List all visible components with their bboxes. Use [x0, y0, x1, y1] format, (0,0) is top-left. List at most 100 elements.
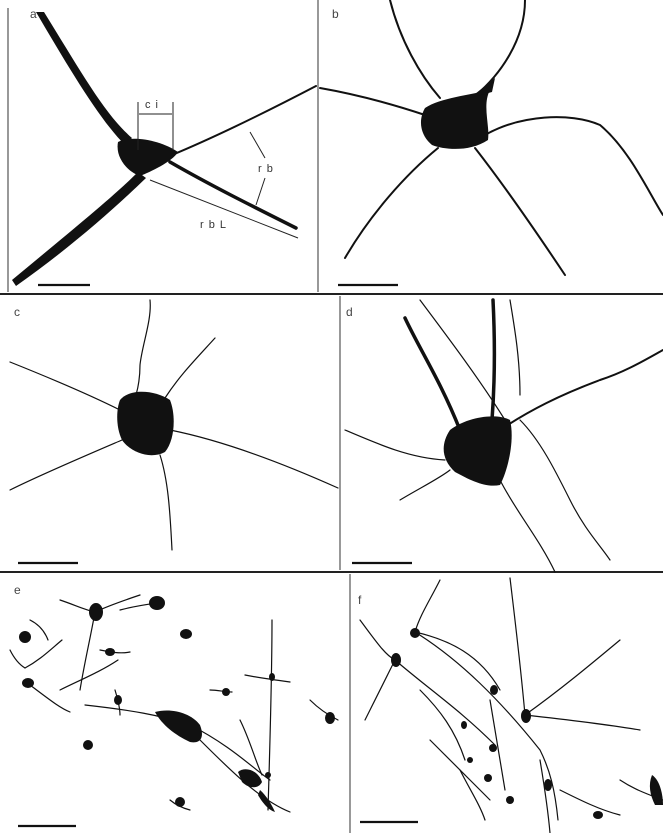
process-d-thick-top — [490, 298, 497, 422]
process-e-12 — [309, 699, 339, 721]
soma-f-3 — [490, 685, 498, 695]
soma-e-16 — [258, 790, 275, 812]
process-c-top — [135, 299, 151, 396]
process-b-upper-right — [474, 0, 526, 97]
process-f-9 — [414, 631, 559, 821]
soma-e-7 — [222, 688, 230, 696]
process-d-thick-left — [403, 316, 462, 432]
process-f-2 — [359, 619, 396, 661]
process-f-15 — [459, 769, 486, 821]
process-e-16 — [29, 619, 49, 641]
soma-e-9 — [114, 695, 122, 705]
soma-e-15 — [175, 797, 185, 807]
soma-f-4 — [521, 709, 531, 723]
soma-f-7 — [467, 757, 473, 763]
rbl-label: r b L — [200, 219, 227, 231]
soma-e-11 — [325, 712, 335, 724]
process-e-9 — [99, 649, 131, 654]
soma-e-3 — [19, 631, 31, 643]
soma-e-2 — [149, 596, 165, 610]
panel-a: a c i r b r b L — [12, 7, 317, 287]
panel-e: e — [9, 583, 339, 828]
process-b-lower-right — [474, 147, 566, 276]
soma-e-13 — [238, 769, 262, 788]
process-e-5 — [9, 649, 26, 669]
process-e-15 — [209, 689, 233, 693]
process-c-lower-left — [9, 439, 123, 491]
soma-f-6 — [489, 744, 497, 752]
process-e-8 — [59, 659, 119, 691]
process-e-cross — [244, 674, 291, 683]
process-d-top-fine — [419, 299, 506, 421]
process-f-4 — [394, 659, 496, 746]
soma-b-process-base — [470, 78, 495, 98]
soma-e-5 — [105, 648, 115, 656]
process-b-right — [484, 116, 663, 216]
soma-e-6 — [22, 678, 34, 688]
soma-a — [117, 138, 178, 176]
process-c-bottom — [159, 454, 173, 551]
process-e-3 — [79, 611, 96, 691]
rbl-arrow — [149, 179, 299, 239]
rb-label: r b — [258, 163, 274, 175]
process-d-top-fine-2 — [509, 299, 521, 396]
panel-d: d — [344, 298, 663, 573]
process-e-7 — [29, 684, 71, 713]
process-c-left — [9, 361, 121, 411]
soma-e-1 — [89, 603, 103, 621]
process-f-8 — [364, 659, 396, 721]
process-f-6 — [524, 639, 621, 716]
soma-e-10 — [155, 710, 202, 743]
process-f-10 — [419, 689, 466, 761]
panel-a-label: a — [30, 7, 37, 21]
soma-e-4 — [180, 629, 192, 639]
process-c-right — [169, 429, 339, 489]
soma-f-11 — [593, 811, 603, 819]
panel-d-label: d — [346, 305, 353, 319]
soma-f-12 — [649, 775, 663, 805]
process-f-3 — [414, 631, 501, 691]
process-f-7 — [524, 714, 641, 731]
soma-e-8 — [269, 673, 275, 681]
soma-f-1 — [410, 628, 420, 638]
process-b-left — [319, 87, 426, 116]
process-lower-left — [12, 172, 146, 286]
process-f-16 — [539, 759, 551, 833]
process-d-lower-left — [399, 469, 451, 501]
soma-f-10 — [506, 796, 514, 804]
process-d-bottom — [499, 479, 556, 573]
process-e-6 — [24, 639, 63, 669]
process-f-12 — [489, 699, 506, 791]
soma-f-9 — [544, 779, 552, 791]
soma-d — [443, 416, 512, 486]
process-d-lower-right — [519, 419, 611, 561]
process-d-left — [344, 429, 446, 461]
panel-b: b — [319, 0, 663, 287]
panel-b-label: b — [332, 7, 339, 21]
panel-c: c — [9, 299, 339, 565]
process-c-upper-right — [164, 337, 216, 399]
process-lower-right — [168, 160, 298, 230]
panel-e-label: e — [14, 583, 21, 597]
process-e-vertical — [267, 619, 273, 811]
process-f-1 — [414, 579, 441, 633]
soma-e-14 — [265, 772, 271, 778]
rb-arrow-top — [249, 131, 266, 159]
panel-f-label: f — [358, 593, 362, 607]
process-e-10 — [239, 719, 263, 776]
panel-c-label: c — [14, 305, 20, 319]
soma-f-5 — [461, 721, 467, 729]
soma-e-12 — [83, 740, 93, 750]
process-f-13 — [559, 789, 621, 816]
soma-f-2 — [391, 653, 401, 667]
process-b-upper-left — [389, 0, 441, 99]
ci-label: c i — [145, 99, 159, 111]
process-upper-right — [171, 85, 317, 156]
process-f-5 — [509, 577, 526, 716]
rb-arrow-bottom — [255, 177, 266, 206]
soma-f-8 — [484, 774, 492, 782]
panel-f: f — [358, 577, 663, 833]
soma-b — [420, 90, 490, 149]
